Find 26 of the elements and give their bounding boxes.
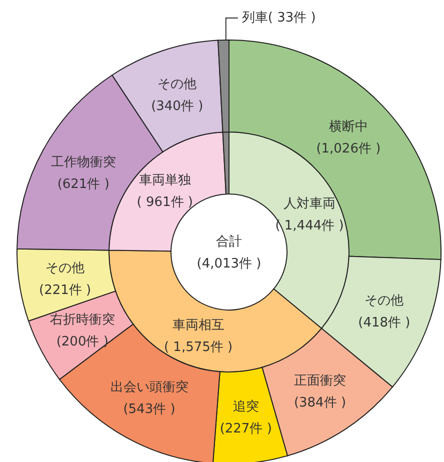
slice-label: 工作物衝突 — [50, 154, 116, 170]
data-label: (543件 ) — [123, 402, 176, 418]
slice-label: 人対車両 — [284, 196, 336, 212]
data-label: (418件 ) — [358, 315, 410, 330]
slice-label: 正面衝突 — [294, 373, 346, 388]
slice-label: 車両単独 — [138, 172, 191, 188]
slice-label: 車両相互 — [172, 318, 224, 334]
slice-label: 出会い頭衝突 — [110, 380, 188, 396]
slice-label: 横断中 — [328, 119, 368, 134]
data-label: (340件 ) — [151, 98, 204, 114]
slice-label: 追突 — [232, 400, 259, 415]
data-label: (1,026件 ) — [316, 141, 381, 156]
slice-label: 右折時衝突 — [50, 312, 115, 328]
slice-label: 列車( 33件 ) — [242, 10, 316, 26]
slice-label: その他 — [158, 76, 197, 92]
data-label: ( 1,444件 ) — [275, 218, 344, 234]
text: (4,013件 ) — [196, 256, 262, 272]
data-label: (384件 ) — [294, 395, 346, 410]
text: 合計 — [216, 234, 242, 250]
data-label: (227件 ) — [220, 422, 272, 437]
data-label: (621件 ) — [57, 176, 110, 192]
data-label: ( 1,575件 ) — [164, 340, 233, 356]
data-label: (221件 ) — [39, 282, 92, 298]
slice-label: その他 — [364, 293, 404, 308]
slice-label: その他 — [46, 260, 85, 276]
data-label: ( 961件 ) — [136, 194, 194, 210]
